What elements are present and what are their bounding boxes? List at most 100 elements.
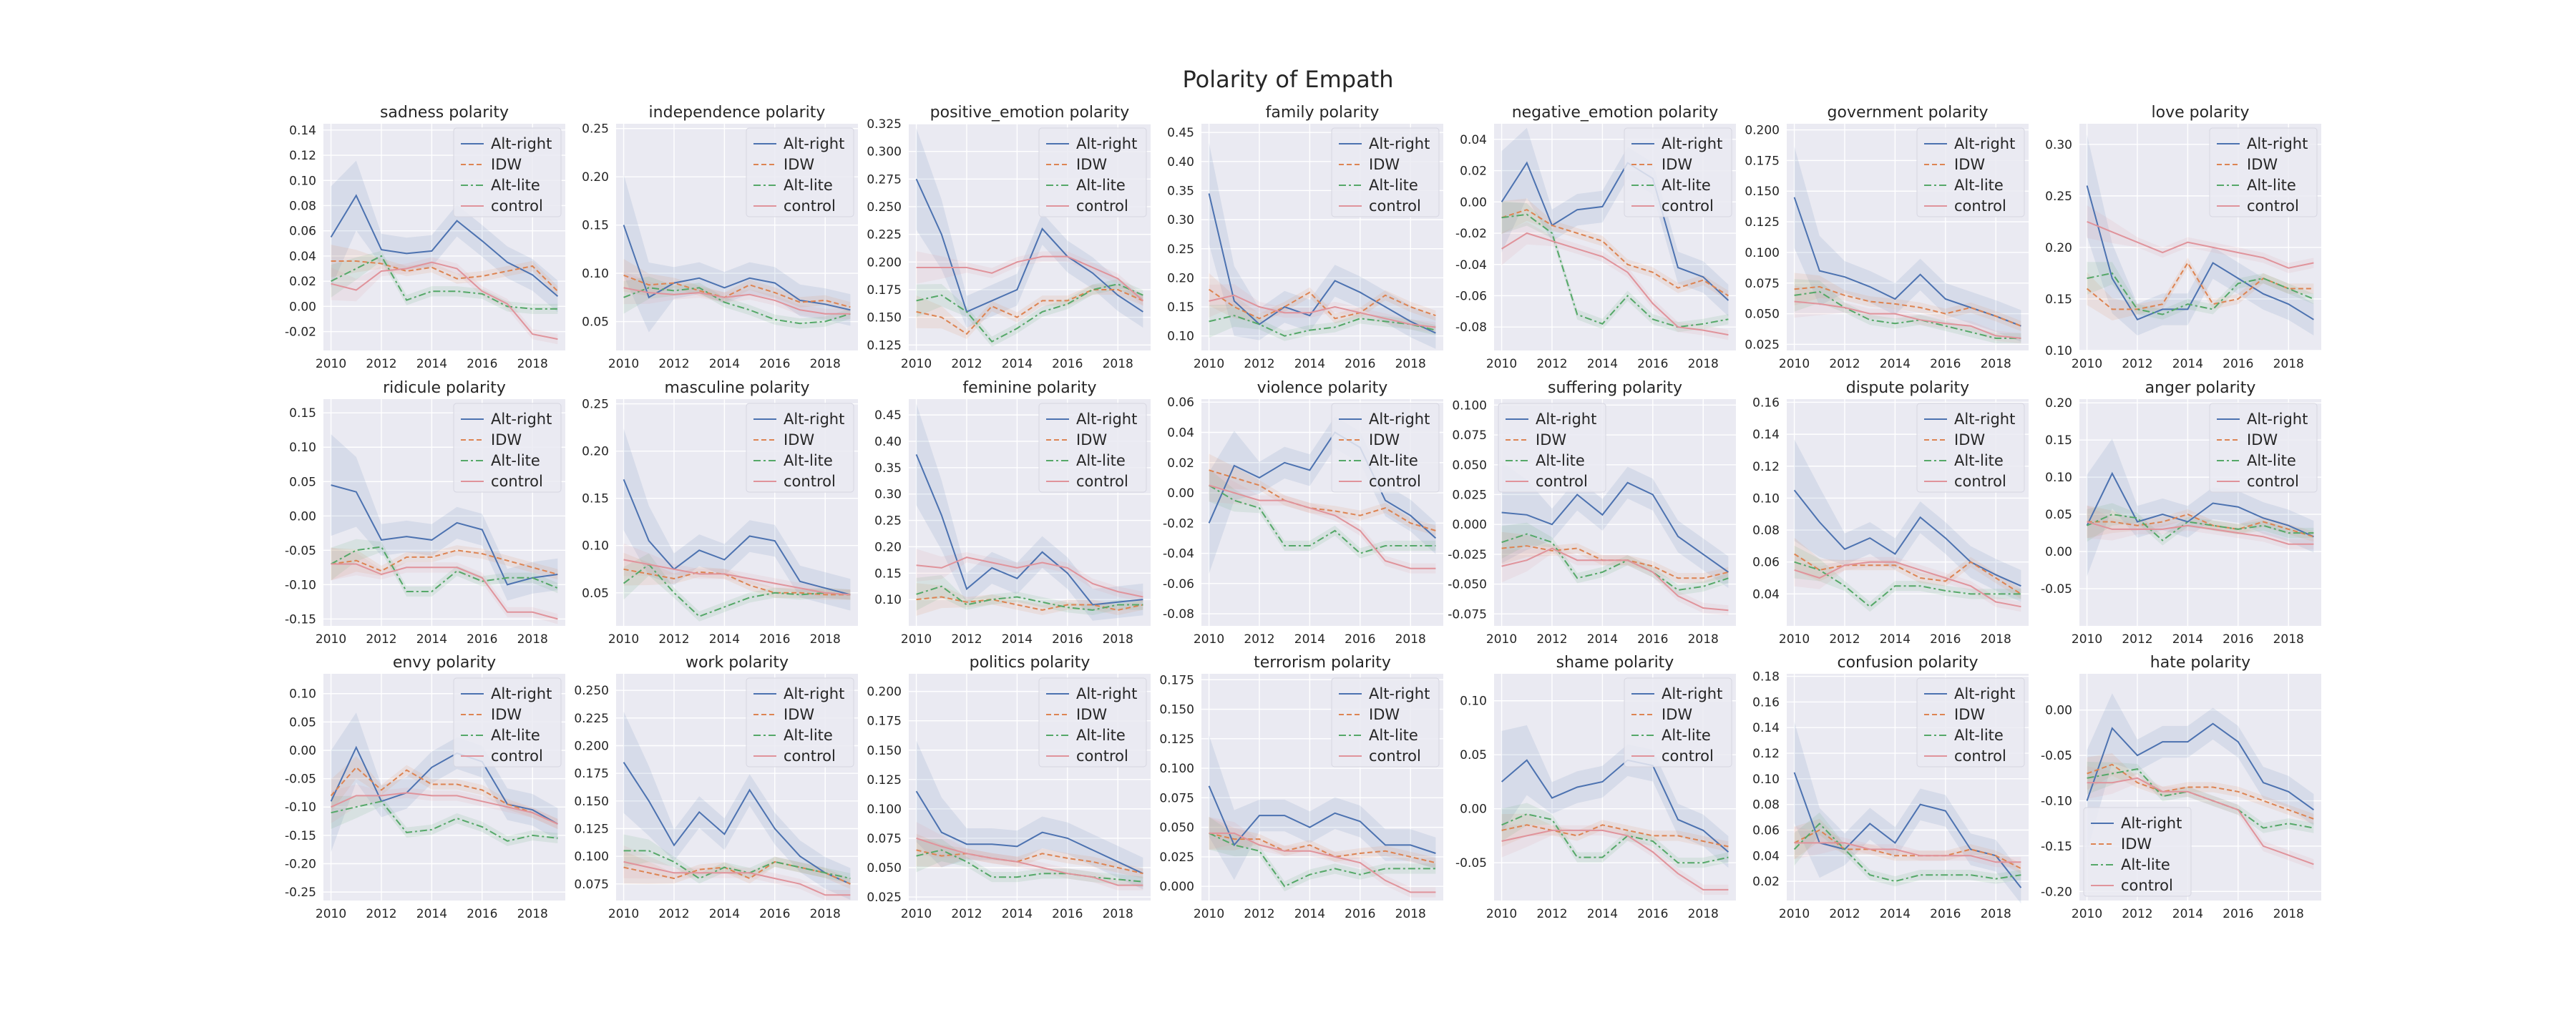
panel-title: work polarity — [686, 654, 789, 672]
y-tick-label: -0.10 — [285, 800, 316, 815]
confidence-band — [916, 279, 1143, 347]
y-tick-label: -0.025 — [1448, 548, 1487, 562]
y-tick-label: -0.05 — [285, 772, 316, 787]
x-tick-label: 2012 — [1536, 907, 1567, 921]
y-tick-label: -0.08 — [1163, 607, 1194, 622]
legend-label-idw: IDW — [2121, 835, 2152, 853]
confidence-band — [623, 259, 851, 313]
x-tick-label: 2016 — [2223, 907, 2253, 921]
y-tick-label: 0.025 — [1159, 850, 1194, 865]
x-tick-label: 2016 — [467, 907, 497, 921]
y-tick-label: 0.125 — [867, 338, 902, 353]
legend-box — [1916, 403, 2025, 493]
legend-box — [2083, 807, 2192, 897]
x-tick-label: 2016 — [467, 357, 497, 371]
legend-label-idw: IDW — [1076, 156, 1107, 173]
y-tick-label: 0.075 — [574, 878, 609, 892]
confidence-band — [331, 712, 558, 853]
y-tick-label: 0.08 — [1752, 524, 1780, 538]
series-line-alt-lite — [623, 850, 851, 880]
x-tick-label: 2010 — [1486, 357, 1517, 371]
x-tick-label: 2012 — [1829, 907, 1860, 921]
y-tick-label: 0.175 — [867, 715, 902, 729]
figure-title: Polarity of Empath — [1182, 66, 1393, 93]
x-tick-label: 2018 — [1103, 632, 1133, 647]
y-tick-label: 0.100 — [1745, 246, 1780, 260]
legend-label-alt-lite: Alt-lite — [784, 727, 833, 744]
y-tick-label: 0.00 — [289, 300, 316, 314]
confidence-band — [331, 539, 558, 597]
legend: Alt-right IDW Alt-lite control — [453, 127, 562, 217]
panel-title: politics polarity — [970, 654, 1091, 672]
y-tick-label: 0.05 — [289, 715, 316, 730]
x-tick-label: 2010 — [1779, 632, 1810, 647]
panel-title: anger polarity — [2145, 379, 2256, 397]
series-line-control — [916, 255, 1144, 302]
legend-label-alt-right: Alt-right — [1369, 411, 1430, 428]
series-line-alt-right — [1501, 481, 1729, 573]
y-tick-label: 0.325 — [867, 117, 902, 132]
series-line-alt-lite — [1794, 290, 2021, 339]
x-tick-label: 2018 — [1103, 357, 1133, 371]
series-line-alt-right — [623, 762, 851, 885]
series-line-control — [1209, 484, 1436, 569]
x-tick-label: 2014 — [416, 357, 447, 371]
panel-envy-polarity: 2010 2012 2014 2016 2018 -0.25 -0.20 -0.15 -0.10… — [285, 654, 565, 921]
y-tick-label: 0.00 — [289, 744, 316, 758]
y-tick-label: -0.05 — [2041, 582, 2072, 597]
y-tick-label: 0.175 — [867, 283, 902, 298]
x-tick-label: 2010 — [1779, 907, 1810, 921]
series-line-idw — [1209, 832, 1436, 864]
confidence-band — [916, 284, 1143, 339]
legend-label-alt-lite: Alt-lite — [1369, 177, 1418, 194]
series-line-alt-lite — [1501, 533, 1729, 591]
confidence-band — [1209, 469, 1436, 559]
series-line-alt-lite — [1793, 823, 2021, 883]
y-tick-label: 0.15 — [289, 406, 316, 421]
y-tick-label: 0.04 — [1460, 133, 1487, 147]
y-tick-label: 0.40 — [874, 435, 902, 449]
y-tick-label: 0.175 — [574, 767, 609, 781]
legend-box — [2209, 127, 2318, 217]
confidence-band — [1209, 304, 1436, 341]
confidence-band — [1501, 824, 1729, 895]
series-line-control — [1209, 294, 1436, 328]
confidence-band — [1501, 725, 1729, 868]
confidence-band — [2087, 693, 2314, 852]
panel-dispute-polarity: 2010 2012 2014 2016 2018 0.04 0.06 0.08 0.10 0.12… — [1752, 379, 2029, 647]
legend-label-alt-right: Alt-right — [784, 411, 844, 428]
legend-label-alt-lite: Alt-lite — [1369, 452, 1418, 469]
series-line-alt-right — [1793, 489, 2021, 587]
legend: Alt-right IDW Alt-lite control — [2209, 127, 2318, 217]
confidence-band — [1209, 453, 1436, 536]
confidence-band — [2087, 258, 2314, 321]
confidence-band — [331, 257, 558, 345]
legend-label-alt-lite: Alt-lite — [1954, 177, 2004, 194]
x-tick-label: 2018 — [1395, 357, 1426, 371]
legend-label-idw: IDW — [1954, 706, 1985, 723]
panel-confusion-polarity: 2010 2012 2014 2016 2018 0.02 0.04 0.06 0.08 0.10… — [1752, 654, 2029, 921]
legend-box — [1916, 677, 2025, 767]
legend-label-alt-right: Alt-right — [1536, 411, 1596, 428]
legend-label-idw: IDW — [2247, 431, 2278, 448]
series-line-control — [2087, 220, 2314, 269]
x-tick-label: 2016 — [1052, 907, 1083, 921]
x-tick-label: 2010 — [608, 632, 639, 647]
y-tick-label: 0.250 — [867, 200, 902, 215]
legend-label-control: control — [2247, 197, 2299, 215]
legend-box — [1331, 127, 1440, 217]
series-line-control — [1209, 832, 1436, 893]
panel-title: love polarity — [2152, 104, 2250, 122]
legend-label-alt-right: Alt-right — [2247, 135, 2308, 152]
panel-love-polarity: 2010 2012 2014 2016 2018 0.10 0.15 0.20 0.25 0.30… — [2045, 104, 2321, 371]
y-tick-label: 0.10 — [1167, 330, 1194, 344]
series-line-control — [1501, 829, 1729, 891]
x-tick-label: 2014 — [709, 357, 740, 371]
legend: Alt-right IDW Alt-lite control — [1498, 403, 1606, 493]
series-line-alt-right — [1501, 759, 1729, 853]
confidence-band — [1501, 522, 1729, 596]
legend-label-alt-right: Alt-right — [1369, 685, 1430, 702]
y-tick-label: 0.20 — [1167, 271, 1194, 285]
y-tick-label: 0.00 — [1460, 195, 1487, 210]
confidence-band — [623, 174, 851, 333]
